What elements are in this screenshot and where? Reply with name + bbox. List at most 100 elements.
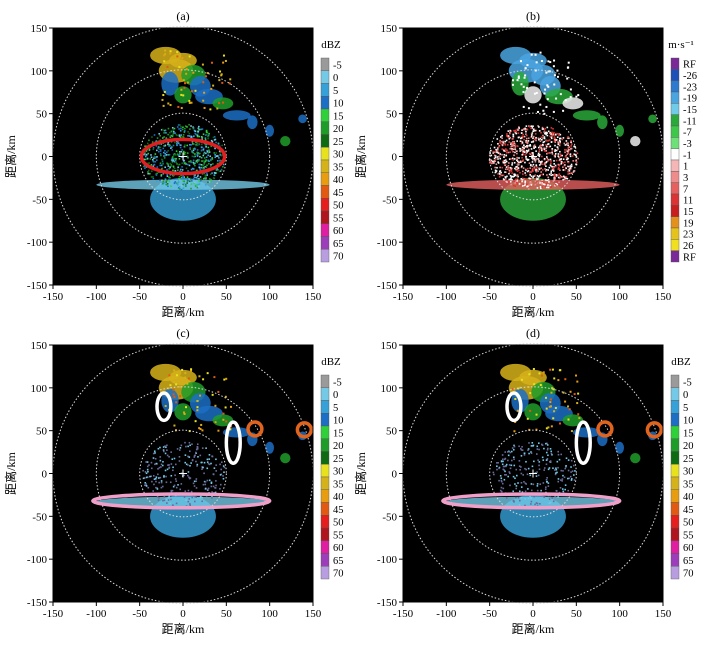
echo-speck <box>196 186 199 189</box>
echo-speck <box>522 133 524 136</box>
echo-speck <box>168 495 171 497</box>
echo-speck <box>574 160 577 162</box>
echo-speck <box>547 152 549 154</box>
x-tick-label: 0 <box>530 291 536 303</box>
echo-speck <box>174 160 176 163</box>
echo-speck <box>525 468 527 471</box>
echo-speck <box>144 145 146 148</box>
echo-speck <box>157 146 160 148</box>
echo-speck <box>559 174 562 177</box>
echo-speck <box>510 450 513 453</box>
echo-speck <box>559 142 561 145</box>
echo-speck <box>144 167 146 170</box>
echo-speck <box>555 472 557 474</box>
echo-speck <box>538 153 541 156</box>
echo-speck <box>494 150 497 153</box>
echo-speck <box>159 164 162 167</box>
echo-speck <box>505 151 508 154</box>
echo-speck <box>508 171 511 173</box>
echo-speck <box>210 462 212 465</box>
echo-speck <box>206 172 208 175</box>
echo-speck <box>552 65 555 68</box>
echo-speck <box>547 176 549 179</box>
echo-speck <box>554 133 557 136</box>
echo-speck <box>178 134 181 136</box>
y-tick-label: 50 <box>386 109 398 121</box>
echo-speck <box>553 175 556 178</box>
echo-speck <box>194 89 197 92</box>
echo-speck <box>175 486 178 489</box>
echo-speck <box>147 470 149 473</box>
echo-speck <box>156 137 159 139</box>
legend-label: 65 <box>333 239 344 250</box>
echo-speck <box>545 427 548 430</box>
legend-label: -19 <box>683 94 697 105</box>
echo-speck <box>516 160 519 163</box>
echo-speck <box>229 405 232 408</box>
echo-speck <box>545 407 548 410</box>
radar-panel-2: -150 -100 -50 0 50 100 150-150-100-50050100150… <box>353 9 697 319</box>
echo-speck <box>541 169 544 171</box>
echo-speck <box>207 152 210 154</box>
echo-speck <box>180 156 183 158</box>
echo-speck <box>491 160 494 163</box>
echo-speck <box>204 137 207 139</box>
echo-speck <box>553 173 556 175</box>
echo-speck <box>187 474 189 477</box>
echo-speck <box>547 454 549 457</box>
echo-speck <box>560 161 563 163</box>
echo-speck <box>559 486 562 489</box>
echo-speck <box>535 91 538 94</box>
echo-speck <box>507 459 509 462</box>
echo-speck <box>562 162 564 164</box>
echo-speck <box>567 418 570 421</box>
echo-speck <box>159 146 162 149</box>
echo-speck <box>570 147 573 150</box>
echo-speck <box>193 175 195 177</box>
echo-speck <box>214 138 217 141</box>
echo-speck <box>570 466 572 468</box>
echo-speck <box>551 386 554 389</box>
echo-speck <box>555 159 558 162</box>
echo-speck <box>181 162 183 164</box>
echo-speck <box>547 60 550 63</box>
echo-speck <box>169 166 171 168</box>
echo-speck <box>205 447 207 449</box>
echo-speck <box>526 170 529 173</box>
echo-speck <box>177 187 180 189</box>
echo-speck <box>504 465 507 468</box>
echo-speck <box>521 141 524 144</box>
echo-speck <box>520 378 523 381</box>
echo-speck <box>539 384 542 387</box>
echo-speck <box>573 393 576 396</box>
echo-speck <box>164 129 167 131</box>
echo-speck <box>555 468 558 471</box>
echo-speck <box>534 159 537 161</box>
echo-speck <box>171 149 174 151</box>
legend-label: 35 <box>683 479 694 490</box>
echo-speck <box>188 63 191 66</box>
legend-swatch <box>320 223 330 237</box>
echo-speck <box>510 183 512 186</box>
legend-swatch <box>670 553 680 567</box>
echo-speck <box>538 138 540 141</box>
echo-speck <box>159 459 162 462</box>
echo-speck <box>206 479 209 482</box>
echo-speck <box>165 181 168 183</box>
echo-speck <box>536 471 538 473</box>
legend-swatch <box>670 250 680 263</box>
echo-speck <box>548 181 550 183</box>
echo-speck <box>211 172 213 174</box>
echo-speck <box>497 158 499 160</box>
echo-speck <box>199 428 202 431</box>
echo-speck <box>190 369 193 372</box>
echo-speck <box>202 164 204 167</box>
echo-speck <box>196 400 199 403</box>
echo-speck <box>172 132 175 135</box>
echo-speck <box>536 187 539 189</box>
echo-speck <box>529 179 531 181</box>
echo-speck <box>146 142 149 145</box>
echo-speck <box>509 178 512 181</box>
echo-speck <box>512 135 515 138</box>
x-tick-label: 100 <box>611 291 628 303</box>
